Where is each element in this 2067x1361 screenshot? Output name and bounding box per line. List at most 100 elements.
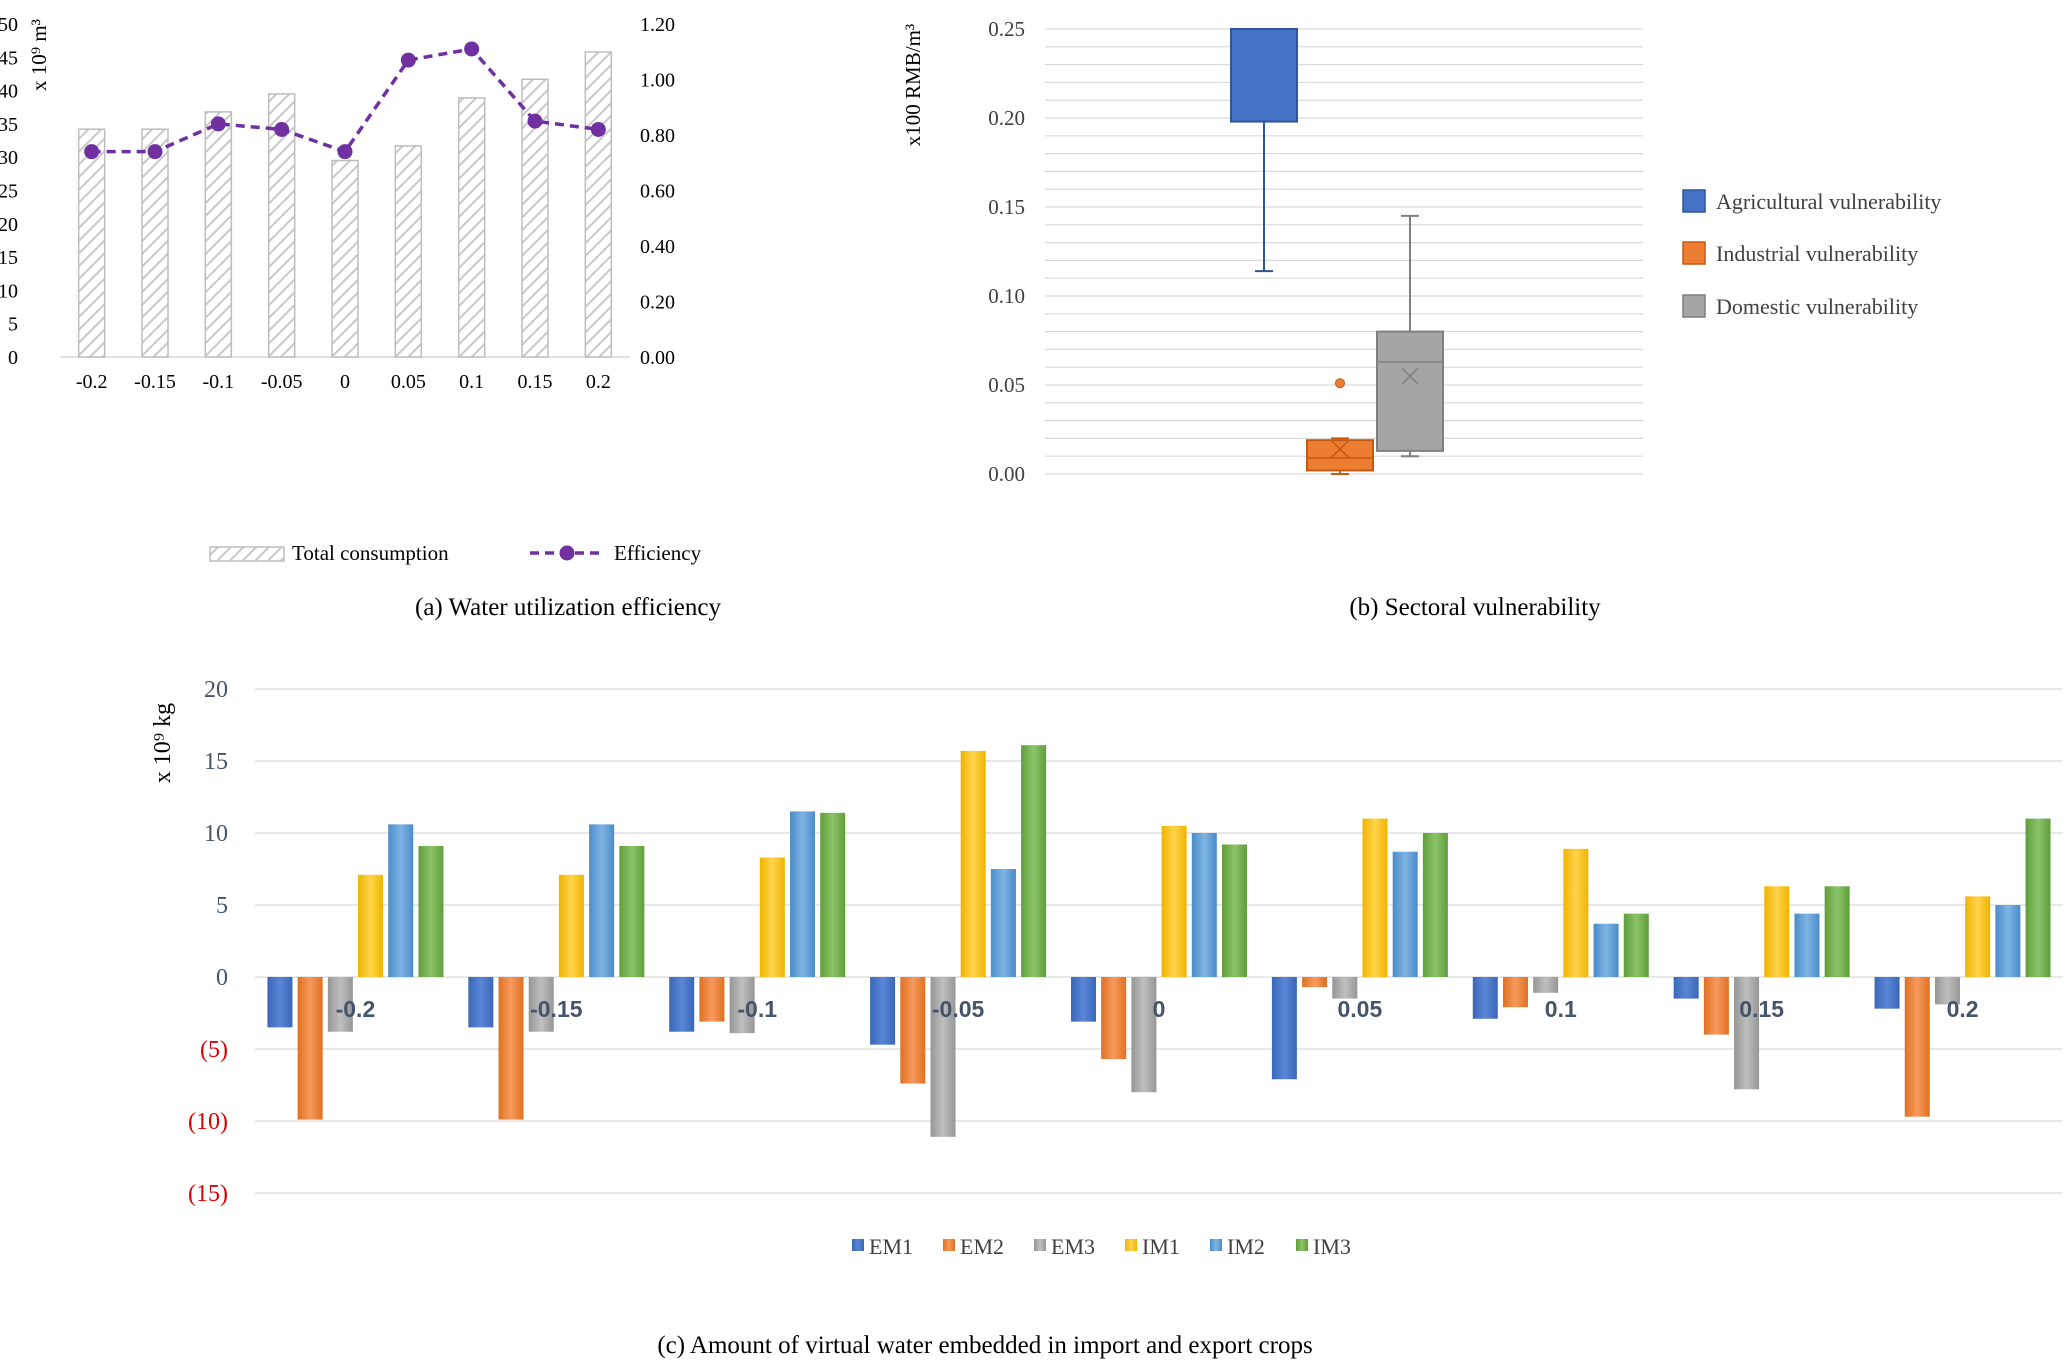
panel-c-caption: (c) Amount of virtual water embedded in … — [657, 1332, 1312, 1359]
bar-em3 — [1332, 977, 1358, 999]
bar-em1 — [1472, 977, 1498, 1019]
legend-label: IM1 — [1142, 1234, 1180, 1259]
category-label: -0.15 — [530, 996, 583, 1022]
y-tick-label: 20 — [204, 677, 228, 703]
bar-im1 — [960, 750, 986, 977]
bar-em2 — [1904, 977, 1930, 1117]
category-label: 0.1 — [1545, 996, 1577, 1022]
y-left-tick-label: 20 — [0, 214, 18, 236]
y-tick-label: (15) — [188, 1181, 228, 1207]
panel-b-caption: (b) Sectoral vulnerability — [1349, 594, 1601, 621]
bar-em3 — [930, 977, 956, 1137]
y-left-tick-label: 35 — [0, 114, 18, 136]
bar-em2 — [297, 977, 323, 1120]
bar-im1 — [1161, 825, 1187, 977]
bar-im1 — [1563, 848, 1589, 977]
y-axis-title: x 10⁹ kg — [150, 703, 176, 783]
bar-em3 — [1533, 977, 1559, 993]
bar-em1 — [1271, 977, 1297, 1080]
y-right-tick-label: 1.20 — [640, 14, 675, 36]
bar-im2 — [1593, 923, 1619, 977]
bar-em1 — [870, 977, 896, 1045]
category-label: 0.15 — [1739, 996, 1784, 1022]
y-tick-label: 15 — [204, 749, 228, 775]
bar-em1 — [1874, 977, 1900, 1009]
legend-swatch — [1034, 1239, 1046, 1251]
bar-im2 — [990, 869, 1016, 977]
y-left-axis-title: x 10⁹ m³ — [27, 19, 51, 91]
bar-em1 — [468, 977, 494, 1028]
bar-em1 — [1673, 977, 1699, 999]
consumption-bar — [204, 111, 233, 358]
bar-em3 — [1131, 977, 1157, 1093]
bar-em3 — [1934, 977, 1960, 1005]
bar-em2 — [1502, 977, 1528, 1008]
bar-em1 — [267, 977, 293, 1028]
bar-em1 — [669, 977, 695, 1032]
legend-consumption-label: Total consumption — [292, 541, 449, 565]
y-left-tick-label: 50 — [0, 14, 18, 36]
bar-em2 — [1703, 977, 1729, 1035]
y-tick-label: 0.00 — [988, 462, 1025, 486]
efficiency-point — [84, 144, 100, 160]
bar-im2 — [1794, 913, 1820, 977]
y-left-tick-label: 25 — [0, 181, 18, 203]
bar-im2 — [1995, 905, 2021, 977]
legend-swatch — [943, 1239, 955, 1251]
y-left-tick-label: 10 — [0, 280, 18, 302]
legend-swatch — [1210, 1239, 1222, 1251]
legend-swatch — [1682, 241, 1706, 265]
legend-label: IM2 — [1227, 1234, 1265, 1259]
y-right-tick-label: 1.00 — [640, 70, 675, 92]
legend-swatch — [1682, 189, 1706, 213]
panel-c-virtual-water-chart: 20 15 10 5 0 (5) (10) (15) -0.2 -0.15 -0.1 -0.05 0 0.… — [150, 677, 2063, 1359]
y-right-tick-label: 0.60 — [640, 181, 675, 203]
bar-im3 — [619, 845, 645, 977]
consumption-bar — [394, 145, 423, 358]
y-tick-label: 0 — [216, 965, 228, 991]
legend-efficiency-marker — [559, 545, 575, 561]
mean-marker — [1331, 440, 1349, 458]
box-body — [1376, 330, 1444, 452]
bar-em2 — [1101, 977, 1127, 1060]
category-label: 0 — [1153, 996, 1166, 1022]
bar-em2 — [1302, 977, 1328, 988]
y-tick-label: 10 — [204, 821, 228, 847]
legend-efficiency-label: Efficiency — [614, 541, 702, 565]
bar-im1 — [1764, 886, 1790, 977]
y-tick-label: 5 — [216, 893, 228, 919]
panel-a-water-efficiency-chart: 051015202530354045500.000.200.400.600.80… — [0, 14, 925, 621]
bar-em2 — [699, 977, 725, 1022]
bar-im2 — [388, 824, 414, 977]
panel-a-caption: (a) Water utilization efficiency — [415, 594, 721, 621]
box-domestic-vulnerability — [1376, 214, 1444, 458]
bar-im3 — [1422, 833, 1448, 977]
x-tick-label: -0.15 — [134, 371, 176, 393]
y-right-axis-title: x100 RMB/m³ — [901, 24, 925, 146]
y-left-tick-label: 5 — [8, 314, 18, 336]
bar-im3 — [1623, 913, 1649, 977]
legend-label: Agricultural vulnerability — [1716, 189, 1941, 214]
legend-swatch — [1125, 1239, 1137, 1251]
legend-label: EM1 — [869, 1234, 913, 1259]
bar-im1 — [1362, 818, 1388, 977]
x-tick-label: 0 — [340, 371, 350, 393]
bar-im3 — [820, 812, 846, 977]
bar-im2 — [1191, 833, 1217, 977]
efficiency-point — [464, 41, 480, 57]
category-label: -0.2 — [336, 996, 376, 1022]
y-left-tick-label: 15 — [0, 247, 18, 269]
category-label: -0.05 — [932, 996, 985, 1022]
bar-em2 — [498, 977, 524, 1120]
legend-label: IM3 — [1313, 1234, 1351, 1259]
x-tick-label: 0.2 — [586, 371, 611, 393]
consumption-bar — [77, 128, 106, 358]
consumption-bar — [267, 93, 296, 358]
bar-em3 — [1734, 977, 1760, 1090]
efficiency-point — [274, 121, 290, 137]
bar-im3 — [1021, 745, 1047, 977]
y-left-tick-label: 30 — [0, 147, 18, 169]
box-agricultural-vulnerability — [1230, 28, 1298, 273]
box-industrial-vulnerability — [1306, 378, 1374, 475]
